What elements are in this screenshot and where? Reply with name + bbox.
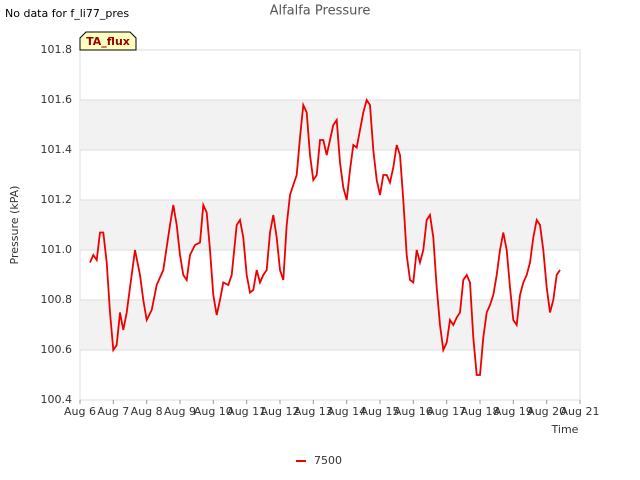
y-tick-label: 100.6	[41, 343, 73, 356]
x-tick-label: Aug 10	[194, 405, 233, 418]
chart-title: Alfalfa Pressure	[270, 4, 371, 19]
y-tick-label: 101.4	[41, 143, 73, 156]
x-tick-label: Aug 21	[561, 405, 600, 418]
x-tick-label: Aug 8	[131, 405, 163, 418]
y-tick-label: 101.0	[41, 243, 73, 256]
y-tick-label: 100.8	[41, 293, 73, 306]
y-tick-label: 101.6	[41, 93, 73, 106]
x-tick-label: Aug 11	[227, 405, 266, 418]
y-tick-label: 101.2	[41, 193, 73, 206]
x-tick-label: Aug 6	[64, 405, 96, 418]
x-tick-label: Aug 9	[164, 405, 196, 418]
data-line	[89, 97, 561, 376]
y-tick-label: 101.8	[41, 43, 73, 56]
x-tick-label: Aug 13	[294, 405, 333, 418]
legend-label: 7500	[314, 454, 342, 467]
x-tick-label: Aug 7	[97, 405, 129, 418]
x-tick-label: Aug 14	[327, 405, 366, 418]
x-tick-label: Aug 15	[361, 405, 400, 418]
no-data-note: No data for f_li77_pres	[5, 7, 129, 20]
y-axis-label: Pressure (kPA)	[8, 186, 21, 265]
annotation-label: TA_flux	[86, 35, 130, 48]
x-tick-label: Aug 19	[494, 405, 533, 418]
x-tick-label: Aug 16	[394, 405, 433, 418]
grid-band	[80, 200, 580, 250]
x-tick-label: Aug 12	[261, 405, 300, 418]
x-tick-label: Aug 20	[527, 405, 566, 418]
x-tick-label: Aug 17	[427, 405, 466, 418]
annotation-box	[79, 31, 137, 51]
grid-band	[80, 300, 580, 350]
x-axis-label: Time	[551, 423, 579, 436]
x-tick-label: Aug 18	[461, 405, 500, 418]
y-tick-label: 100.4	[41, 393, 73, 406]
